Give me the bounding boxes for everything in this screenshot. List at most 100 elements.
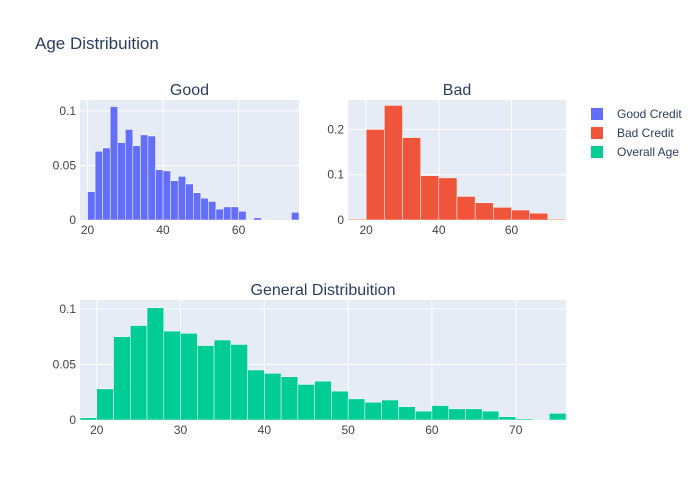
general-bar — [331, 390, 349, 421]
general-bar — [481, 410, 500, 421]
good-bar — [170, 180, 179, 221]
good-bar — [238, 211, 247, 221]
legend-label-good: Good Credit — [617, 107, 682, 121]
good-xtick-label: 20 — [81, 223, 95, 237]
bad-bar — [511, 209, 530, 221]
good-bar — [117, 142, 126, 221]
general-bar — [448, 408, 466, 421]
general-bar — [398, 406, 416, 421]
bad-ytick-label: 0.1 — [327, 168, 344, 182]
general-bar — [431, 405, 449, 421]
bad-ytick-label: 0.2 — [327, 122, 344, 136]
legend-label-overall: Overall Age — [617, 145, 679, 159]
general-bar — [465, 408, 483, 421]
good-subplot: 0 0.05 0.1 20 40 60 Good — [53, 82, 300, 237]
general-xtick-label: 60 — [425, 423, 439, 437]
good-ytick-label: 0.1 — [59, 104, 76, 118]
good-bar — [102, 147, 111, 221]
bad-bar — [547, 218, 567, 221]
general-ytick-label: 0.05 — [53, 357, 77, 371]
general-ytick-label: 0.1 — [59, 302, 76, 316]
bad-bar — [529, 212, 549, 221]
good-xtick-label: 60 — [232, 223, 246, 237]
bad-bar — [474, 202, 494, 221]
good-bar — [87, 191, 96, 221]
bad-xtick-label: 20 — [359, 223, 373, 237]
general-bar — [297, 384, 315, 421]
bad-bar — [420, 175, 440, 221]
general-bar — [381, 399, 399, 421]
general-bar — [213, 339, 232, 421]
good-bar — [230, 206, 239, 221]
good-bar — [147, 135, 156, 221]
good-ytick-label: 0.05 — [53, 158, 77, 172]
legend: Good Credit Bad Credit Overall Age — [591, 107, 682, 159]
general-xtick-label: 50 — [341, 423, 355, 437]
good-xtick-label: 40 — [156, 223, 170, 237]
good-bar — [177, 176, 186, 221]
general-xtick-label: 20 — [90, 423, 104, 437]
good-bar — [253, 217, 262, 221]
bad-subplot-title: Bad — [443, 82, 471, 99]
bad-bar — [402, 137, 421, 221]
bad-bar — [493, 207, 512, 221]
bad-bar — [347, 218, 367, 221]
good-bar — [94, 151, 103, 221]
figure-title: Age Distribuition — [35, 34, 159, 53]
legend-swatch-bad — [591, 127, 603, 139]
general-bar — [515, 418, 533, 421]
general-bar — [414, 410, 433, 421]
good-bar — [223, 206, 232, 221]
general-bar — [247, 369, 265, 421]
bad-bar — [365, 129, 385, 221]
bad-bar — [456, 196, 476, 221]
bad-xtick-label: 40 — [432, 223, 446, 237]
good-ytick-label: 0 — [69, 213, 76, 227]
general-bar — [347, 398, 366, 421]
good-subplot-title: Good — [170, 82, 209, 99]
bad-bar — [384, 105, 403, 221]
general-subplot-title: General Distribuition — [251, 282, 396, 299]
bad-bar — [438, 177, 458, 221]
good-bar — [132, 145, 141, 221]
general-ytick-label: 0 — [69, 413, 76, 427]
good-bar — [208, 201, 217, 221]
legend-swatch-overall — [591, 146, 603, 158]
general-bar — [146, 307, 165, 421]
general-bar — [197, 345, 215, 421]
general-bar — [96, 388, 114, 421]
good-bar — [109, 106, 119, 221]
general-bar — [113, 336, 131, 421]
good-bar — [193, 192, 202, 221]
legend-swatch-good — [591, 108, 603, 120]
general-bar — [280, 376, 299, 421]
general-bar — [548, 413, 567, 421]
general-bar — [230, 344, 248, 421]
general-subplot: 0 0.05 0.1 20 30 40 50 60 70 General Distribuitio… — [53, 282, 567, 437]
bad-subplot: 0 0.1 0.2 20 40 60 Bad — [327, 82, 567, 237]
general-bar — [180, 333, 198, 421]
good-bar — [155, 169, 164, 221]
general-bar — [498, 416, 516, 421]
good-bar — [125, 129, 134, 221]
good-bar — [291, 212, 300, 221]
general-bar — [130, 325, 148, 421]
general-xtick-label: 30 — [174, 423, 188, 437]
general-bar — [364, 401, 382, 421]
bad-ytick-label: 0 — [337, 213, 344, 227]
bad-xtick-label: 60 — [505, 223, 519, 237]
good-bar — [140, 134, 149, 221]
good-bar — [162, 170, 171, 221]
legend-label-bad: Bad Credit — [617, 126, 674, 140]
general-bar — [79, 417, 98, 421]
general-xtick-label: 40 — [258, 423, 272, 437]
good-bar — [215, 208, 224, 221]
general-bar — [163, 330, 181, 421]
good-bar — [185, 183, 194, 221]
good-bar — [200, 197, 209, 221]
general-bar — [314, 380, 332, 421]
general-xtick-label: 70 — [509, 423, 523, 437]
general-bar — [264, 373, 282, 421]
